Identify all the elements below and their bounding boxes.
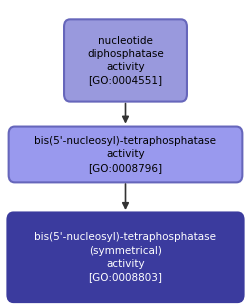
FancyBboxPatch shape [8,212,242,302]
FancyBboxPatch shape [8,127,241,182]
Text: bis(5'-nucleosyl)-tetraphosphatase
activity
[GO:0008796]: bis(5'-nucleosyl)-tetraphosphatase activ… [34,136,216,173]
FancyBboxPatch shape [64,19,186,102]
Text: nucleotide
diphosphatase
activity
[GO:0004551]: nucleotide diphosphatase activity [GO:00… [87,36,163,85]
Text: bis(5'-nucleosyl)-tetraphosphatase
(symmetrical)
activity
[GO:0008803]: bis(5'-nucleosyl)-tetraphosphatase (symm… [34,233,216,282]
